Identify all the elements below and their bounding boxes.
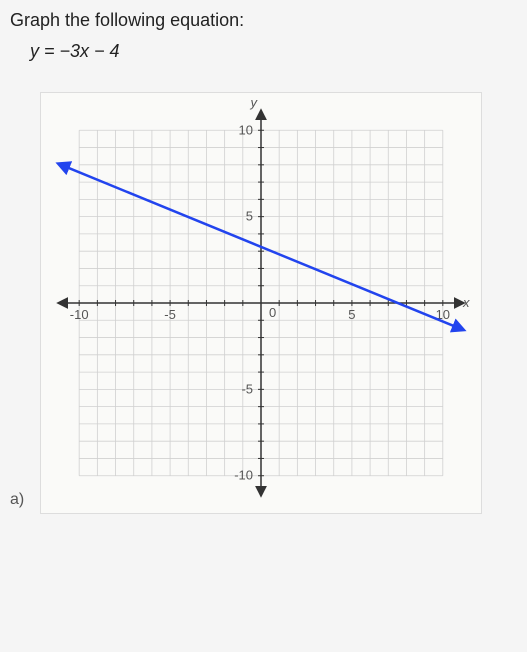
svg-text:0: 0 — [269, 305, 276, 320]
svg-text:y: y — [250, 95, 259, 110]
svg-text:5: 5 — [348, 307, 355, 322]
graph-container: a) -10-5510-10-55100xy — [40, 92, 517, 519]
instruction-text: Graph the following equation: — [10, 10, 517, 31]
option-label: a) — [10, 491, 24, 509]
svg-text:x: x — [462, 295, 470, 310]
svg-text:-5: -5 — [241, 381, 253, 396]
svg-text:10: 10 — [239, 122, 253, 137]
equation-text: y = −3x − 4 — [30, 41, 517, 62]
svg-text:5: 5 — [246, 209, 253, 224]
svg-text:-10: -10 — [70, 307, 89, 322]
svg-text:-5: -5 — [164, 307, 176, 322]
svg-text:-10: -10 — [234, 468, 253, 483]
coordinate-graph: -10-5510-10-55100xy — [40, 92, 482, 514]
